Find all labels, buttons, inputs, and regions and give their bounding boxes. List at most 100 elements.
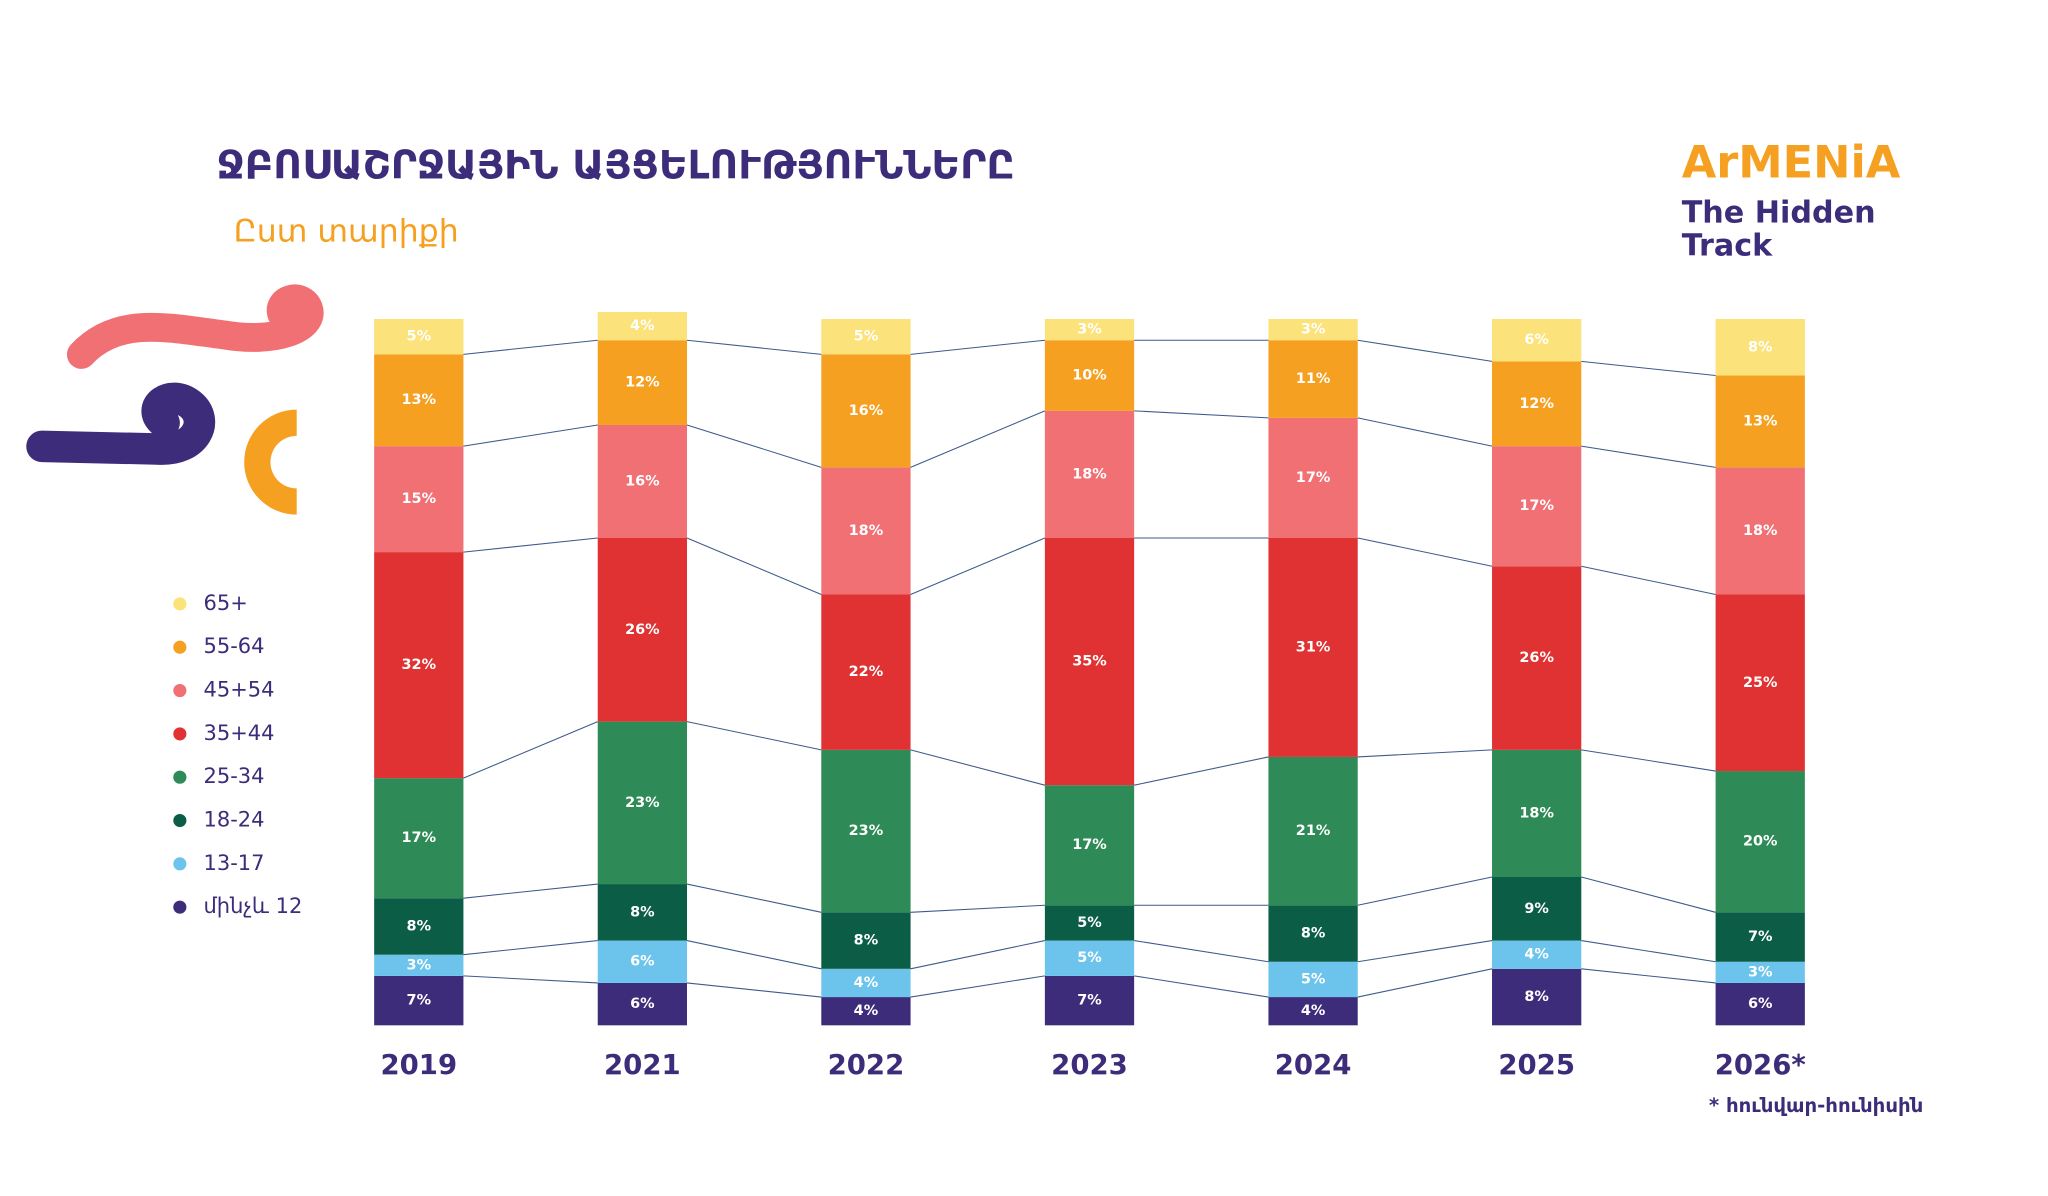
bar-segment xyxy=(374,975,464,1026)
legend-label: 25-34 xyxy=(203,764,264,788)
value-label: 5% xyxy=(407,329,432,345)
x-tick-label: 2022 xyxy=(828,1049,905,1081)
value-label: 7% xyxy=(1077,993,1102,1009)
bar-segment xyxy=(1715,771,1805,913)
value-label: 26% xyxy=(625,622,660,638)
connector-line xyxy=(1581,876,1716,913)
connector-line xyxy=(1357,749,1493,758)
value-label: 10% xyxy=(1072,368,1107,384)
value-label: 12% xyxy=(1519,396,1554,412)
brand-line: Track xyxy=(1682,228,1773,263)
value-label: 12% xyxy=(625,375,660,391)
connector-line xyxy=(463,339,598,355)
bar-segment xyxy=(597,721,687,885)
bar-segment xyxy=(821,912,911,969)
value-label: 4% xyxy=(1524,947,1549,963)
value-label: 13% xyxy=(1743,413,1778,429)
connector-line xyxy=(686,883,822,913)
legend-marker xyxy=(173,900,187,914)
bar-segment xyxy=(1044,940,1135,976)
value-label: 8% xyxy=(1524,989,1549,1005)
bar-segment xyxy=(1268,340,1358,418)
legend-label: 35+44 xyxy=(203,721,274,745)
bar-segment xyxy=(1715,467,1805,595)
connector-line xyxy=(910,410,1046,468)
bar-segment xyxy=(1268,997,1358,1026)
bar-segment xyxy=(1715,982,1805,1026)
value-label: 6% xyxy=(1748,996,1773,1012)
value-label: 3% xyxy=(407,957,432,973)
bar-segment xyxy=(1715,912,1805,962)
value-label: 22% xyxy=(849,664,884,680)
value-label: 18% xyxy=(1072,466,1107,482)
value-label: 16% xyxy=(849,403,884,419)
connector-line xyxy=(910,749,1046,786)
bar-segment xyxy=(1492,940,1582,969)
value-label: 17% xyxy=(402,830,437,846)
connector-line xyxy=(1357,940,1493,963)
value-label: 4% xyxy=(1301,1003,1326,1019)
bar-segment xyxy=(1492,968,1582,1026)
value-label: 8% xyxy=(854,933,879,949)
connector-line xyxy=(686,940,822,970)
value-label: 18% xyxy=(1743,523,1778,539)
connector-line xyxy=(1357,417,1493,447)
bar-segment xyxy=(1268,756,1358,906)
x-tick-label: 2021 xyxy=(604,1049,681,1081)
bar-segment xyxy=(1044,319,1135,341)
connector-line xyxy=(910,339,1045,355)
footnote: * հունվար-հունիսին xyxy=(1709,1094,1923,1117)
value-label: 15% xyxy=(402,491,437,507)
value-label: 20% xyxy=(1743,834,1778,850)
bar-segment xyxy=(1044,410,1135,538)
bar-segment xyxy=(821,319,911,355)
connector-line xyxy=(686,424,822,468)
bar-segment xyxy=(374,898,464,955)
value-label: 8% xyxy=(407,918,432,934)
brand-logo: ArMENiA xyxy=(1682,136,1901,188)
legend-marker xyxy=(173,597,187,611)
decor-hook xyxy=(26,382,216,465)
value-label: 3% xyxy=(1077,322,1102,338)
value-label: 8% xyxy=(630,904,655,920)
value-label: 6% xyxy=(630,996,655,1012)
bar-segment xyxy=(821,749,911,913)
bar-segment xyxy=(374,354,464,447)
connector-line xyxy=(1357,339,1493,362)
value-label: 4% xyxy=(630,318,655,334)
value-label: 25% xyxy=(1743,675,1778,691)
legend-label: 65+ xyxy=(203,591,247,615)
connector-line xyxy=(1581,749,1716,772)
legend-marker xyxy=(173,683,187,698)
x-tick-label: 2024 xyxy=(1275,1049,1352,1081)
bar-segment xyxy=(1044,340,1135,411)
value-label: 4% xyxy=(854,1003,879,1019)
value-label: 6% xyxy=(1524,332,1549,348)
value-label: 9% xyxy=(1524,901,1549,917)
connector-line xyxy=(910,940,1045,970)
value-label: 3% xyxy=(1301,322,1326,338)
connector-line xyxy=(1134,756,1269,786)
connector-line xyxy=(1357,537,1493,567)
bar-segment xyxy=(597,884,687,941)
x-tick-label: 2023 xyxy=(1051,1049,1128,1081)
bar-segment xyxy=(821,968,911,998)
brand-line: The Hidden xyxy=(1682,196,1876,231)
connector-line xyxy=(463,940,598,956)
bar-segment xyxy=(597,340,687,425)
connector-line xyxy=(910,904,1045,913)
connector-line xyxy=(1134,940,1269,963)
bar-segment xyxy=(374,319,464,355)
x-tick-label: 2026* xyxy=(1715,1049,1806,1081)
legend-marker xyxy=(173,770,187,784)
x-tick-label: 2019 xyxy=(380,1049,457,1081)
value-label: 7% xyxy=(1748,929,1773,945)
value-label: 18% xyxy=(1519,805,1554,821)
legend-marker xyxy=(173,813,187,828)
value-label: 18% xyxy=(849,523,884,539)
connector-line xyxy=(463,537,598,553)
bar-segment xyxy=(1715,961,1805,983)
value-label: 7% xyxy=(407,993,432,1009)
bar-segment xyxy=(597,982,687,1026)
